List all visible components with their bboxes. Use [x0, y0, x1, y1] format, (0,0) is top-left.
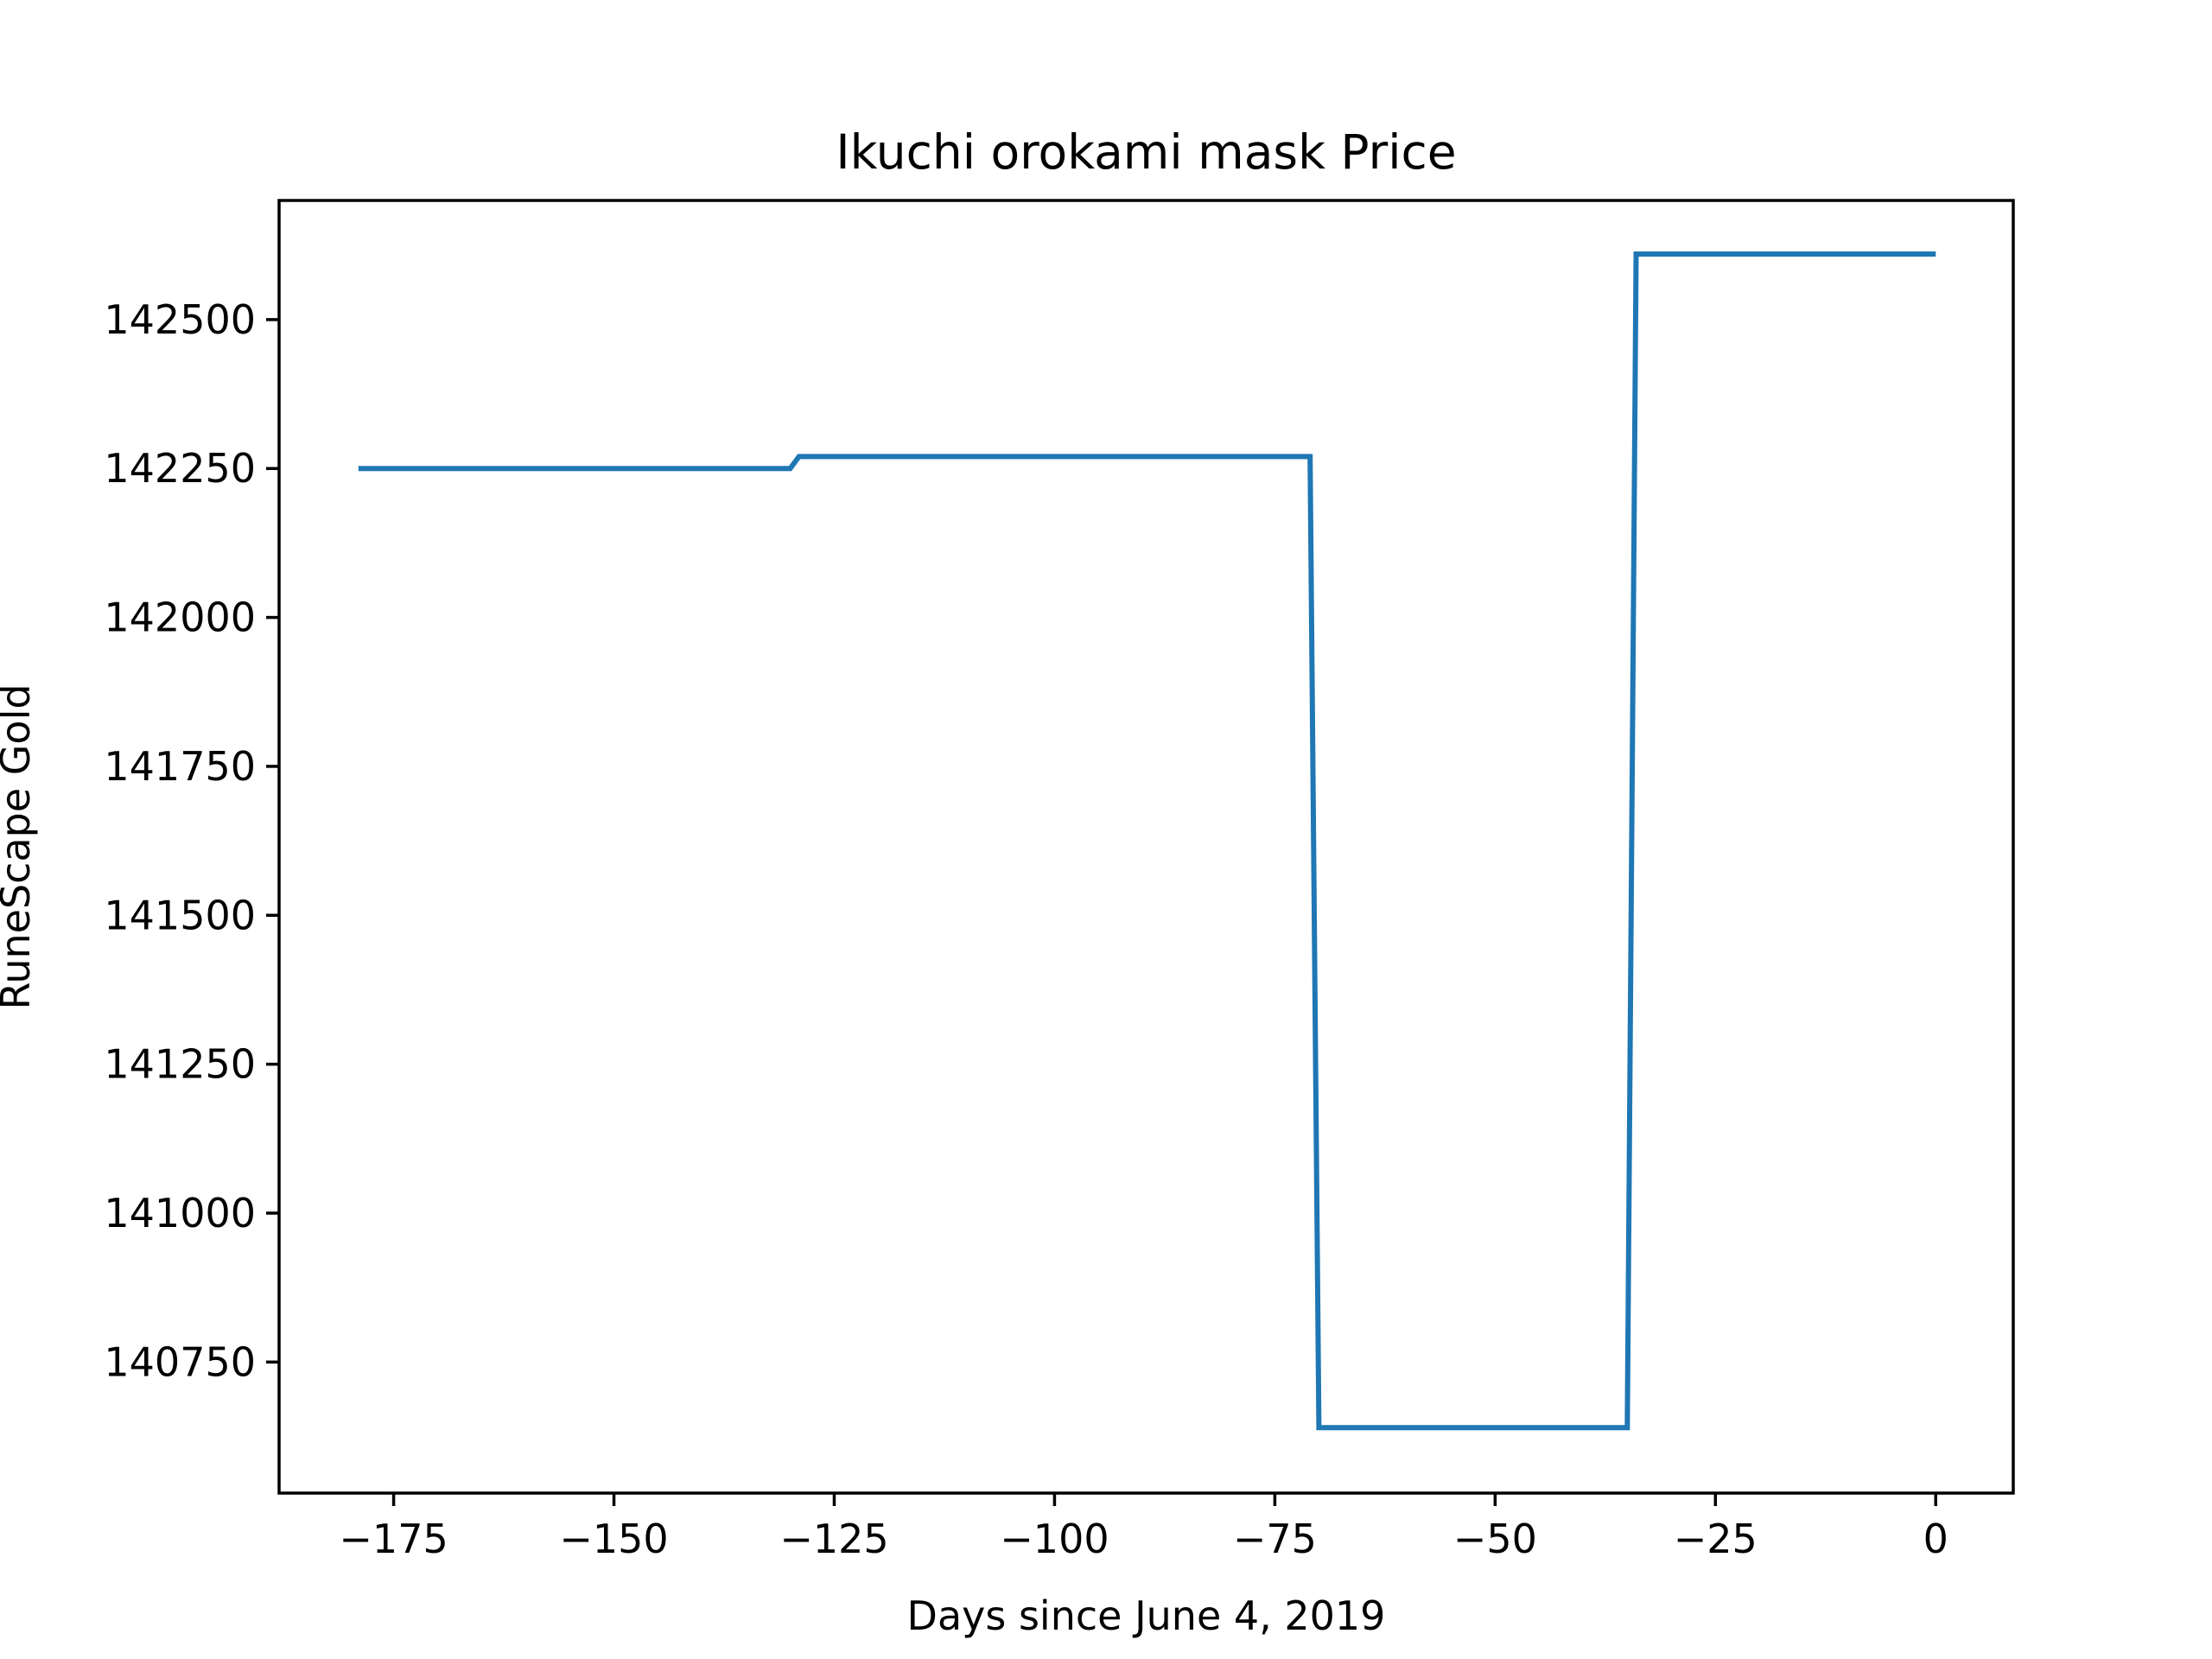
x-tick-label: −25	[1674, 1516, 1758, 1562]
series-layer	[358, 251, 1936, 1431]
y-tick-label: 141000	[104, 1190, 256, 1236]
x-axis: −175 −150 −125 −100 −75 −50 −25 0	[339, 1493, 1948, 1562]
x-tick-label: −100	[1000, 1516, 1109, 1562]
y-axis-label: RuneScape Gold	[0, 683, 39, 1009]
y-tick-label: 141750	[104, 743, 256, 790]
plot-area-frame	[277, 199, 2015, 1495]
x-tick-label: −50	[1453, 1516, 1537, 1562]
x-axis-label: Days since June 4, 2019	[907, 1592, 1386, 1639]
y-tick-label: 140750	[104, 1338, 256, 1385]
x-tick-label: −75	[1233, 1516, 1317, 1562]
y-tick-label: 141250	[104, 1041, 256, 1088]
x-tick-label: −150	[559, 1516, 668, 1562]
y-tick-label: 142250	[104, 445, 256, 492]
chart-title: Ikuchi orokami mask Price	[836, 124, 1456, 180]
y-tick-label: 142500	[104, 296, 256, 343]
y-axis: 140750 141000 141250 141500 141750 142000 1422…	[104, 296, 279, 1385]
x-tick-label: −125	[779, 1516, 888, 1562]
y-tick-label: 142000	[104, 594, 256, 641]
price-line	[358, 251, 1936, 1431]
x-tick-label: −175	[339, 1516, 448, 1562]
x-tick-label: 0	[1923, 1516, 1948, 1562]
y-tick-label: 141500	[104, 892, 256, 938]
